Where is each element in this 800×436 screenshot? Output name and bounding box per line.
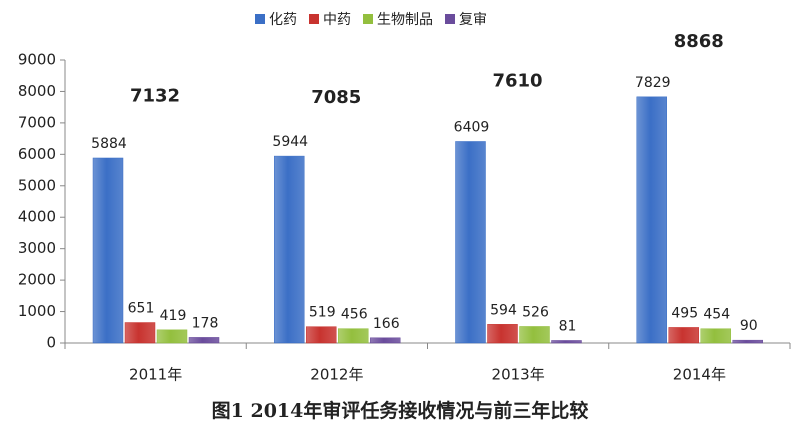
value-label: 5884 <box>91 136 127 152</box>
bar <box>519 326 550 344</box>
legend-label: 生物制品 <box>377 12 433 28</box>
value-label: 419 <box>160 308 187 324</box>
y-tick-label: 1000 <box>18 302 56 320</box>
bar <box>124 322 156 344</box>
y-tick-label: 2000 <box>18 271 56 289</box>
legend: 化药 中药 生物制品 复审 <box>255 11 487 28</box>
bar <box>636 96 667 344</box>
bar <box>551 340 582 344</box>
x-tick-label: 2013年 <box>492 366 545 384</box>
bar <box>274 155 305 344</box>
value-label: 7829 <box>635 75 671 91</box>
legend-swatch <box>255 14 265 24</box>
legend-label: 中药 <box>323 12 351 28</box>
value-label: 519 <box>309 305 336 321</box>
total-label: 7610 <box>492 71 542 92</box>
bar <box>668 327 699 344</box>
y-tick-label: 6000 <box>18 145 56 163</box>
total-label: 8868 <box>674 31 724 52</box>
x-tick-label: 2014年 <box>673 366 726 384</box>
value-label: 454 <box>703 307 730 323</box>
bar <box>732 339 763 344</box>
bar <box>700 328 731 344</box>
y-tick-label: 5000 <box>18 176 56 194</box>
value-label: 178 <box>192 315 219 331</box>
value-label: 651 <box>128 301 155 317</box>
y-tick-label: 3000 <box>18 239 56 257</box>
y-tick-label: 9000 <box>18 51 56 69</box>
bar <box>487 324 518 344</box>
y-tick-label: 7000 <box>18 113 56 131</box>
y-tick-label: 0 <box>46 334 56 352</box>
value-label: 456 <box>341 307 368 323</box>
bar <box>338 328 369 344</box>
legend-swatch <box>445 14 455 24</box>
total-label: 7085 <box>311 87 361 108</box>
x-tick-label: 2012年 <box>310 366 363 384</box>
bar <box>156 329 188 344</box>
value-label: 166 <box>373 316 400 332</box>
legend-swatch <box>363 14 373 24</box>
value-label: 5944 <box>272 134 308 150</box>
value-label: 6409 <box>454 119 490 135</box>
value-label: 81 <box>559 318 577 334</box>
total-label: 7132 <box>130 86 180 107</box>
legend-swatch <box>309 14 319 24</box>
bar <box>370 337 401 344</box>
y-tick-label: 8000 <box>18 82 56 100</box>
bar <box>92 157 124 344</box>
value-label: 594 <box>490 302 517 318</box>
value-label: 495 <box>671 305 698 321</box>
bar <box>455 141 486 344</box>
legend-label: 复审 <box>459 11 487 28</box>
x-tick-label: 2011年 <box>129 366 182 384</box>
bar <box>188 337 220 344</box>
value-label: 526 <box>522 304 549 320</box>
value-label: 90 <box>740 318 758 334</box>
chart-caption: 图1 2014年审评任务接收情况与前三年比较 <box>212 399 589 422</box>
bar <box>306 326 337 344</box>
y-tick-label: 4000 <box>18 208 56 226</box>
legend-label: 化药 <box>269 12 297 28</box>
